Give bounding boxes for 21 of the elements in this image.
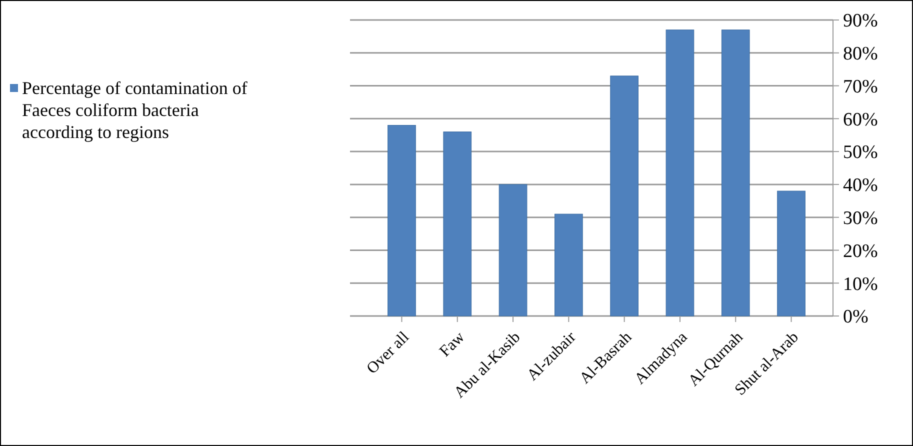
bar — [721, 30, 750, 316]
y-tick-label: 90% — [843, 10, 878, 32]
y-tick-label: 0% — [843, 306, 868, 328]
y-tick-label: 50% — [843, 142, 878, 164]
y-tick-label: 80% — [843, 44, 878, 65]
bar — [388, 124, 416, 316]
x-tick-label: Over all — [364, 328, 413, 378]
y-tick-label: 30% — [843, 208, 878, 229]
bar — [554, 214, 583, 316]
y-tick-label: 20% — [843, 240, 878, 262]
y-tick-label: 10% — [843, 274, 878, 295]
bar — [498, 184, 528, 316]
y-tick-label: 40% — [843, 175, 878, 196]
legend-label: Percentage of contamination of Faeces coliform bacteria according to regions — [22, 78, 248, 142]
x-tick-label: Faw — [436, 328, 468, 360]
bar — [777, 190, 806, 316]
bar — [666, 30, 694, 316]
bar — [443, 132, 472, 316]
bar — [610, 76, 638, 316]
y-tick-label: 70% — [843, 76, 878, 98]
y-tick-label: 60% — [843, 109, 878, 130]
